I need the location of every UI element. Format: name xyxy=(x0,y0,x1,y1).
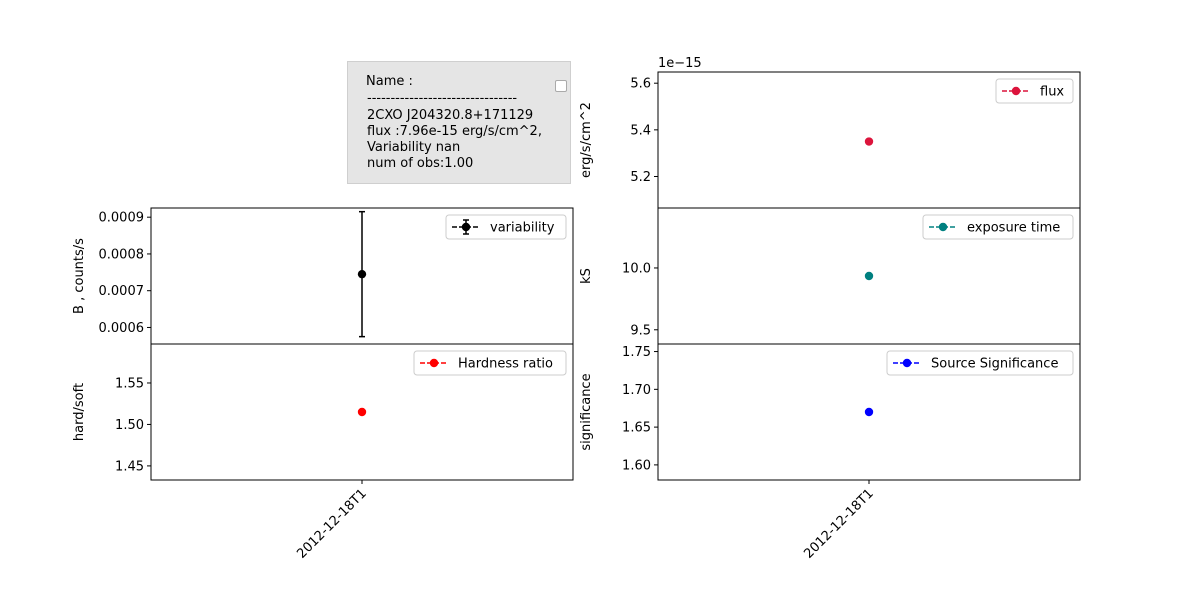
exposure-legend-marker xyxy=(938,222,948,232)
variability-ytick-label: 0.0009 xyxy=(99,211,145,226)
flux-ytick-label: 5.2 xyxy=(630,170,651,185)
info-source-name: 2CXO J204320.8+171129 xyxy=(367,108,534,123)
variability-ytick-label: 0.0007 xyxy=(99,284,145,299)
hardness-ylabel: hard/soft xyxy=(72,383,87,441)
info-variability: Variability nan xyxy=(367,140,461,155)
info-separator: -------------------------------- xyxy=(367,91,518,106)
hardness-legend-box xyxy=(413,350,567,376)
exposure-data-point xyxy=(864,271,874,281)
variability-ytick-label: 0.0006 xyxy=(99,321,145,336)
legend-checkbox[interactable] xyxy=(555,80,567,92)
flux-offset-text: 1e−15 xyxy=(658,56,702,71)
hardness-ytick-label: 1.50 xyxy=(115,418,144,433)
info-num-obs: num of obs:1.00 xyxy=(367,156,474,171)
hardness-xtick-label: 2012-12-18T1 xyxy=(294,486,369,561)
flux-legend-marker xyxy=(1011,86,1021,96)
significance-ytick-label: 1.70 xyxy=(622,383,651,398)
legend-label-flux: flux xyxy=(1040,85,1064,100)
significance-ytick-label: 1.60 xyxy=(622,458,651,473)
hardness-data-point xyxy=(357,407,367,417)
variability-legend-box xyxy=(445,214,567,240)
flux-data-point xyxy=(864,137,874,146)
flux-ylabel: erg/s/cm^2 xyxy=(579,102,594,178)
info-flux: flux :7.96e-15 erg/s/cm^2, xyxy=(367,124,542,139)
hardness-ytick-label: 1.55 xyxy=(115,376,144,391)
variability-ytick-label: 0.0008 xyxy=(99,247,145,262)
flux-ytick-label: 5.6 xyxy=(630,77,651,92)
legend-label-hardness-ratio: Hardness ratio xyxy=(458,357,553,372)
legend-label-source-significance: Source Significance xyxy=(931,357,1058,372)
variability-ylabel: B , counts/s xyxy=(72,238,87,314)
hardness-legend-marker xyxy=(429,358,439,368)
significance-legend-marker xyxy=(902,358,912,368)
info-legend-box: Name : -------------------------------- … xyxy=(347,61,571,184)
legend-label-exposure-time: exposure time xyxy=(967,221,1060,236)
significance-ytick-label: 1.65 xyxy=(622,421,651,436)
significance-data-point xyxy=(864,407,874,417)
significance-ylabel: significance xyxy=(579,373,594,450)
significance-xtick-label: 2012-12-18T1 xyxy=(801,486,876,561)
exposure-ytick-label: 9.5 xyxy=(630,323,651,338)
exposure-ylabel: kS xyxy=(579,268,594,284)
variability-data-point xyxy=(357,269,367,279)
legend-label-variability: variability xyxy=(490,221,555,236)
flux-ytick-label: 5.4 xyxy=(630,123,651,138)
exposure-legend-box xyxy=(922,214,1074,240)
hardness-ytick-label: 1.45 xyxy=(115,459,144,474)
flux-legend-box xyxy=(995,78,1074,104)
exposure-ytick-label: 10.0 xyxy=(622,261,651,276)
info-name-label: Name : xyxy=(366,74,413,89)
significance-legend-box xyxy=(886,350,1074,376)
significance-ytick-label: 1.75 xyxy=(622,345,651,360)
